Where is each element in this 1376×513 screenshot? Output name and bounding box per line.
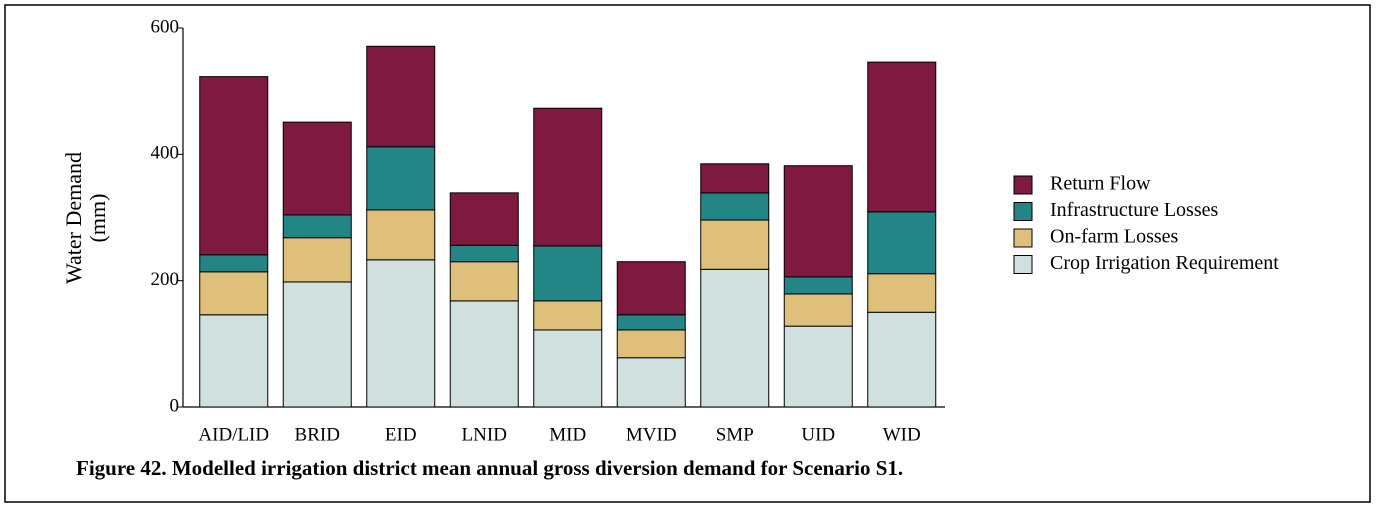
legend-label: Return Flow bbox=[1050, 173, 1151, 195]
bar-segment bbox=[867, 273, 937, 313]
y-tick-label: 600 bbox=[151, 16, 180, 37]
legend-swatch bbox=[1013, 202, 1033, 221]
bar-segment bbox=[533, 300, 603, 331]
y-axis-label: Water Demand bbox=[61, 152, 86, 284]
bar-segment bbox=[700, 268, 770, 408]
y-tick-label: 0 bbox=[170, 395, 180, 416]
bar-segment bbox=[199, 271, 269, 316]
bar-segment bbox=[700, 219, 770, 270]
legend-swatch bbox=[1013, 175, 1033, 195]
legend-label: On-farm Losses bbox=[1050, 226, 1179, 248]
bar-segment bbox=[783, 276, 853, 295]
bar-segment bbox=[700, 163, 770, 194]
bar-segment bbox=[366, 209, 436, 261]
y-axis-label: (mm) bbox=[85, 194, 110, 243]
bar-segment bbox=[533, 329, 603, 408]
caption: Figure 42. Modelled irrigation district … bbox=[76, 456, 903, 480]
bar-segment bbox=[449, 244, 519, 263]
x-tick-label: MID bbox=[549, 424, 586, 445]
bar-segment bbox=[783, 325, 853, 408]
bar-segment bbox=[449, 261, 519, 302]
legend-swatch bbox=[1013, 228, 1033, 248]
x-tick-label: EID bbox=[385, 424, 417, 445]
x-tick-label: LNID bbox=[462, 424, 507, 445]
bar-segment bbox=[867, 61, 937, 213]
bar-segment bbox=[366, 45, 436, 148]
legend-swatch bbox=[1013, 255, 1033, 274]
legend-label: Crop Irrigation Requirement bbox=[1050, 252, 1279, 274]
bar-segment bbox=[366, 146, 436, 211]
bar-segment bbox=[449, 300, 519, 408]
bar-segment bbox=[282, 281, 352, 408]
bar-segment bbox=[282, 237, 352, 283]
bar-segment bbox=[199, 76, 269, 256]
bar-segment bbox=[700, 192, 770, 221]
bar-segment bbox=[282, 121, 352, 216]
x-tick-label: UID bbox=[801, 424, 835, 445]
x-tick-label: SMP bbox=[716, 424, 754, 445]
x-tick-label: WID bbox=[883, 424, 921, 445]
bar-segment bbox=[366, 259, 436, 408]
y-tick-label: 200 bbox=[151, 269, 180, 290]
bar-segment bbox=[616, 261, 686, 316]
bar-segment bbox=[199, 254, 269, 273]
figure-border bbox=[4, 4, 1371, 503]
bar-segment bbox=[867, 211, 937, 275]
bar-segment bbox=[282, 214, 352, 239]
bar-segment bbox=[616, 357, 686, 408]
y-tick-label: 400 bbox=[151, 143, 180, 164]
bar-segment bbox=[616, 329, 686, 359]
bar-segment bbox=[199, 314, 269, 408]
bar-segment bbox=[867, 311, 937, 408]
bar-segment bbox=[533, 107, 603, 247]
x-tick-label: AID/LID bbox=[198, 424, 269, 445]
bar-segment bbox=[783, 293, 853, 327]
x-tick-label: MVID bbox=[626, 424, 677, 445]
legend-label: Infrastructure Losses bbox=[1050, 199, 1218, 221]
bar-segment bbox=[783, 165, 853, 278]
bar-segment bbox=[533, 245, 603, 302]
bar-segment bbox=[449, 192, 519, 246]
x-tick-label: BRID bbox=[295, 424, 340, 445]
bar-segment bbox=[616, 314, 686, 331]
